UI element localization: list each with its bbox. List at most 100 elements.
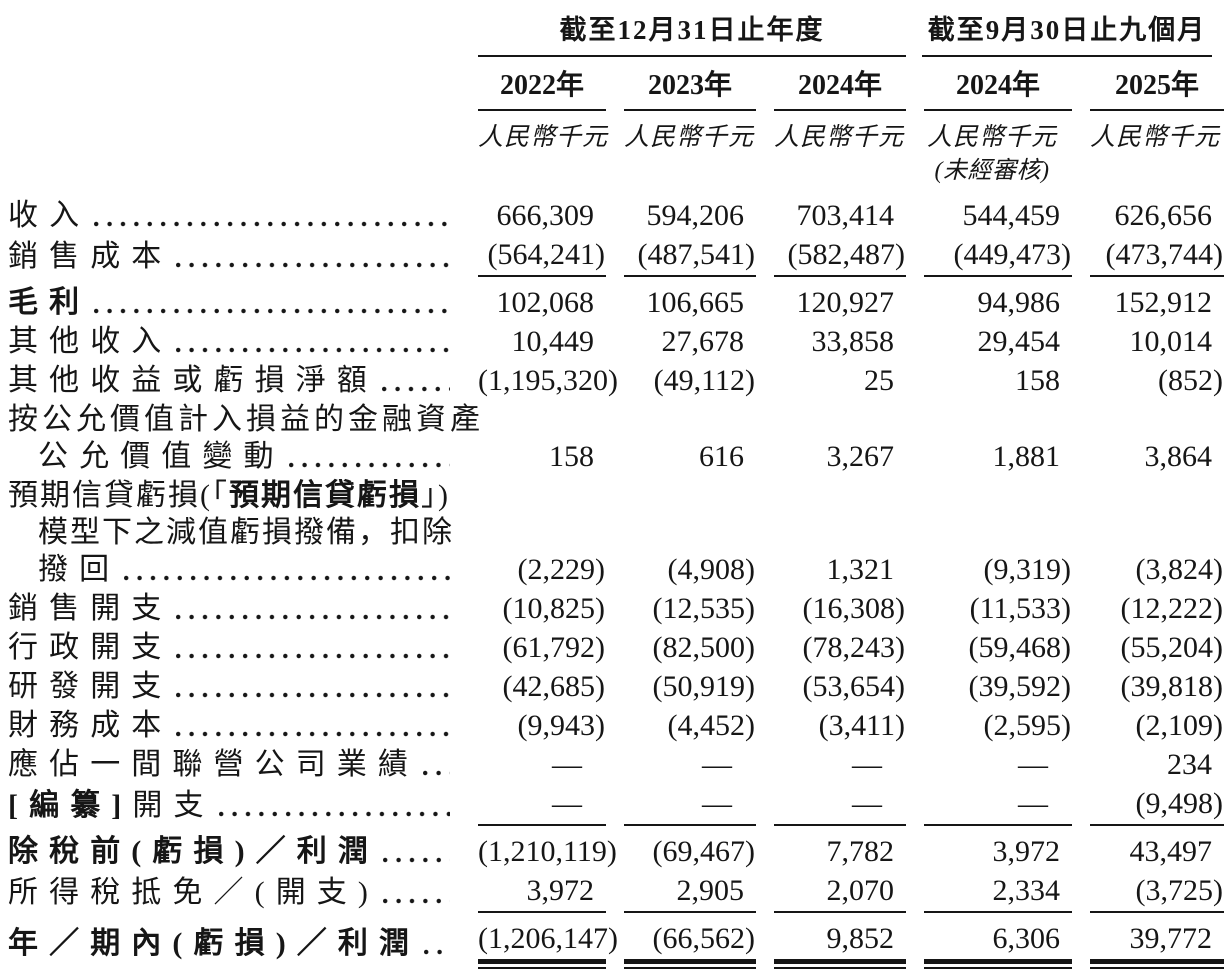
row-label: 收入 — [8, 199, 91, 232]
prospectus-page: { "header": { "groups": [ { "title": "截至… — [0, 12, 1232, 969]
unit-header: 人民幣千元 — [774, 124, 905, 151]
year-header: 2022年 — [478, 69, 606, 111]
value-cell: (3,725) — [1135, 874, 1224, 907]
row-label: 研發開支 — [8, 670, 173, 703]
value-cell: (449,473) — [953, 238, 1072, 271]
value-cell: 39,772 — [1129, 922, 1213, 955]
value-cell: (9,943) — [517, 709, 605, 742]
dot-leader — [218, 811, 450, 817]
table-row-selling-expenses: 銷售開支 (10,825) (12,535) (16,308) (11,533)… — [8, 590, 1224, 629]
unaudited-note: (未經審核) — [934, 158, 1050, 184]
value-cell: 2,334 — [992, 874, 1061, 907]
value-cell: 544,459 — [962, 199, 1061, 232]
value-cell: — — [852, 787, 883, 820]
year-header: 2023年 — [624, 69, 756, 111]
table-row-redacted-expenses: [編纂]開支 — — — — (9,498) — [8, 785, 1225, 826]
row-label: 銷售成本 — [8, 240, 173, 273]
value-cell: (50,919) — [652, 670, 755, 703]
value-cell: — — [702, 748, 732, 781]
value-cell: (3,824) — [1135, 553, 1224, 586]
dot-leader — [176, 347, 450, 353]
table-row-fair-value-changes: 按公允價值計入損益的金融資產 公允價值變動 158 616 3,267 1,88… — [8, 401, 1224, 477]
row-label: 銷售開支 — [8, 592, 173, 625]
dot-leader — [382, 898, 450, 904]
value-cell: 9,852 — [826, 922, 895, 955]
value-cell: (473,744) — [1105, 238, 1224, 271]
period-group-row: 截至12月31日止年度 截至9月30日止九個月 — [8, 12, 1224, 57]
value-cell: (2,595) — [983, 709, 1072, 742]
value-cell: (2,229) — [517, 553, 605, 586]
value-cell: 3,864 — [1144, 440, 1213, 473]
value-cell: 120,927 — [796, 286, 895, 319]
row-label: 其他收入 — [8, 325, 173, 358]
value-cell: 102,068 — [496, 286, 595, 319]
value-cell: (39,818) — [1120, 670, 1224, 703]
dot-leader — [176, 731, 450, 737]
table-row-admin-expenses: 行政開支 (61,792) (82,500) (78,243) (59,468)… — [8, 629, 1224, 668]
value-cell: 33,858 — [811, 325, 895, 358]
value-cell: (66,562) — [652, 922, 755, 955]
value-cell: 106,665 — [646, 286, 745, 319]
value-cell: 666,309 — [496, 199, 595, 232]
row-label: 年／期內(虧損)／利潤 — [8, 927, 421, 960]
value-cell: — — [702, 787, 732, 820]
unit-header: 人民幣千元 — [1090, 124, 1221, 151]
value-cell: (11,533) — [969, 592, 1072, 625]
value-cell: (42,685) — [502, 670, 605, 703]
value-cell: 594,206 — [646, 199, 745, 232]
row-label: 其他收益或虧損淨額 — [8, 364, 378, 397]
value-cell: 10,014 — [1129, 325, 1213, 358]
dot-leader — [288, 462, 450, 468]
value-cell: (564,241) — [487, 238, 605, 271]
value-cell: 152,912 — [1114, 286, 1213, 319]
value-cell: (16,308) — [802, 592, 906, 625]
value-cell: — — [1018, 787, 1049, 820]
dot-leader — [94, 221, 450, 227]
value-cell: 1,321 — [826, 553, 895, 586]
period-group-header-nine-months: 截至9月30日止九個月 — [922, 12, 1213, 57]
row-label-line1: 按公允價值計入損益的金融資產 — [8, 403, 484, 436]
value-cell: 2,070 — [826, 874, 895, 907]
value-cell: 6,306 — [992, 922, 1061, 955]
income-statement-table: 截至12月31日止年度 截至9月30日止九個月 2022年 2023年 2024… — [8, 12, 1225, 969]
period-group-header-annual: 截至12月31日止年度 — [478, 12, 907, 57]
value-cell: 27,678 — [661, 325, 745, 358]
value-cell: (582,487) — [787, 238, 906, 271]
value-cell: (55,204) — [1120, 631, 1224, 664]
value-cell: 3,972 — [992, 835, 1061, 868]
value-cell: 3,972 — [526, 874, 595, 907]
dot-leader — [176, 692, 450, 698]
table-row-revenue: 收入 666,309 594,206 703,414 544,459 626,6… — [8, 197, 1224, 236]
value-cell: (69,467) — [652, 835, 755, 868]
value-cell: 158 — [1015, 364, 1061, 397]
row-label-line1: 預期信貸虧損(「預期信貸虧損」) — [8, 479, 450, 512]
table-row-other-income: 其他收入 10,449 27,678 33,858 29,454 10,014 — [8, 323, 1224, 362]
value-cell: (59,468) — [968, 631, 1072, 664]
value-cell: 1,881 — [992, 440, 1061, 473]
table-row-profit-for-period: 年／期內(虧損)／利潤 (1,206,147) (66,562) 9,852 6… — [8, 913, 1225, 969]
value-cell: 703,414 — [796, 199, 895, 232]
dot-leader — [423, 770, 450, 776]
table-row-finance-costs: 財務成本 (9,943) (4,452) (3,411) (2,595) (2,… — [8, 707, 1224, 746]
table-row-income-tax: 所得稅抵免／(開支) 3,972 2,905 2,070 2,334 (3,72… — [8, 872, 1225, 913]
value-cell: (4,452) — [667, 709, 755, 742]
value-cell: (2,109) — [1135, 709, 1224, 742]
dot-leader — [176, 614, 450, 620]
value-cell: (10,825) — [502, 592, 605, 625]
value-cell: — — [852, 748, 883, 781]
value-cell: 626,656 — [1114, 199, 1213, 232]
value-cell: 2,905 — [676, 874, 745, 907]
row-label: 除稅前(虧損)／利潤 — [8, 835, 379, 868]
value-cell: 43,497 — [1129, 835, 1213, 868]
table-row-gross-profit: 毛利 102,068 106,665 120,927 94,986 152,91… — [8, 277, 1224, 323]
value-cell: 7,782 — [826, 835, 895, 868]
value-cell: (487,541) — [637, 238, 755, 271]
value-cell: (61,792) — [502, 631, 605, 664]
redacted-tag: [編纂] — [8, 789, 133, 822]
row-label: 撥回 — [38, 553, 121, 586]
value-cell: 3,267 — [826, 440, 895, 473]
unit-header-row: 人民幣千元 人民幣千元 人民幣千元 人民幣千元 (未經審核) 人民幣千元 — [8, 111, 1224, 197]
dot-leader — [382, 857, 450, 863]
value-cell: (852) — [1158, 364, 1224, 397]
dot-leader — [124, 575, 450, 581]
